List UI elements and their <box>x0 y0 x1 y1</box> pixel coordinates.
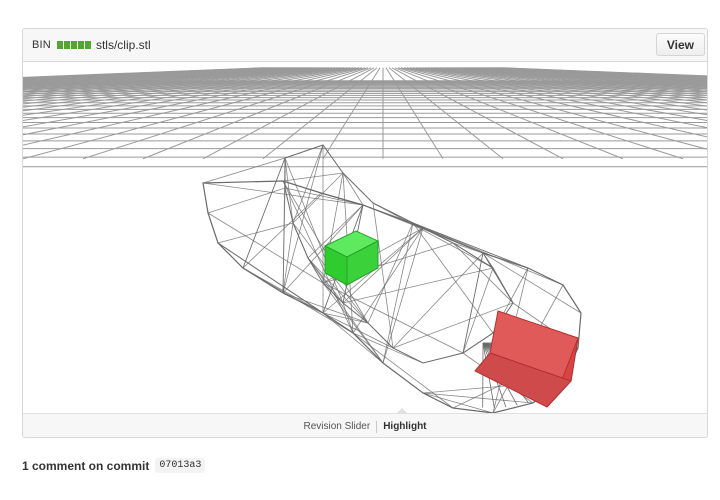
mesh-edge <box>242 157 286 269</box>
box-front <box>474 352 572 408</box>
mesh-edge <box>307 204 364 259</box>
comments-count-text: 1 comment on commit <box>22 458 150 473</box>
diffstat-block <box>63 41 70 49</box>
stl-viewer-canvas[interactable] <box>23 63 708 413</box>
mesh-edge <box>292 222 309 259</box>
cube-right <box>346 240 379 286</box>
mesh-edge <box>284 187 364 206</box>
stl-viewer[interactable] <box>23 63 707 413</box>
mesh-edge <box>482 252 582 314</box>
mesh-edge <box>452 242 514 304</box>
mesh-edge <box>352 227 424 334</box>
mesh-edge <box>217 242 354 334</box>
mesh-edge <box>367 222 414 324</box>
removed-geometry-box <box>474 310 579 408</box>
mesh-edge <box>282 222 294 294</box>
mesh-edge <box>322 312 384 364</box>
mesh-edge <box>372 202 494 269</box>
mesh-edge <box>320 192 364 206</box>
diffstat-block <box>84 41 91 49</box>
mesh-edge <box>342 227 424 304</box>
file-box: BIN stls/clip.stl View Revision Slider H… <box>22 28 708 438</box>
mesh-edge <box>412 222 564 286</box>
comments-heading: 1 comment on commit 07013a3 <box>22 458 206 473</box>
added-geometry-cube <box>323 230 380 286</box>
mesh-edge <box>412 222 494 334</box>
mesh-edge <box>282 144 324 294</box>
mesh-edge <box>282 172 344 182</box>
diffstat-block <box>70 41 77 49</box>
mesh-edge <box>282 292 369 324</box>
commit-sha[interactable]: 07013a3 <box>155 458 206 473</box>
mesh-edge <box>307 257 384 364</box>
mode-divider <box>376 420 378 433</box>
mesh-edge <box>422 392 494 413</box>
revision-slider-tab[interactable]: Revision Slider <box>303 421 371 432</box>
mesh-edge <box>322 312 394 349</box>
mesh-edge <box>462 252 484 354</box>
mesh-edge <box>202 157 286 184</box>
mesh-edge <box>362 204 484 254</box>
file-header: BIN stls/clip.stl View <box>23 29 707 62</box>
mesh-edge <box>482 252 494 269</box>
mesh-edge <box>207 187 286 214</box>
mesh-edge <box>242 192 322 269</box>
mesh-edge <box>382 222 414 364</box>
mesh-edge <box>342 302 354 334</box>
mesh-edge <box>217 222 294 244</box>
mesh-edge <box>452 242 529 269</box>
ground-grid <box>23 67 707 168</box>
mesh-edge <box>342 172 364 206</box>
mesh-edge <box>342 267 494 304</box>
diffstat <box>56 41 91 49</box>
diffstat-block <box>56 41 63 49</box>
mesh-edge <box>284 157 344 304</box>
diff-label: BIN <box>32 39 51 51</box>
mesh-edge <box>392 302 514 349</box>
mesh-edge <box>282 157 286 294</box>
mesh-edge <box>462 267 494 354</box>
viewer-mode-bar: Revision Slider Highlight <box>23 408 707 437</box>
mesh-edge <box>452 242 494 269</box>
mesh-edge <box>242 267 354 334</box>
mesh-edge <box>292 172 344 224</box>
mesh-edge <box>207 212 324 284</box>
view-button[interactable]: View <box>655 33 705 56</box>
mesh-edge <box>322 282 384 364</box>
diffstat-block <box>77 41 84 49</box>
file-path[interactable]: stls/clip.stl <box>95 38 151 52</box>
mesh-edge <box>202 182 364 206</box>
highlight-tab[interactable]: Highlight <box>383 421 427 432</box>
mesh-edge <box>322 312 369 324</box>
mesh-edge <box>482 252 514 304</box>
mesh-edge <box>462 332 494 354</box>
mesh-edge <box>292 144 324 224</box>
mode-pointer <box>397 408 407 413</box>
mesh-edge <box>392 252 484 349</box>
mesh-edge <box>372 202 394 349</box>
mesh-edge <box>382 227 424 364</box>
